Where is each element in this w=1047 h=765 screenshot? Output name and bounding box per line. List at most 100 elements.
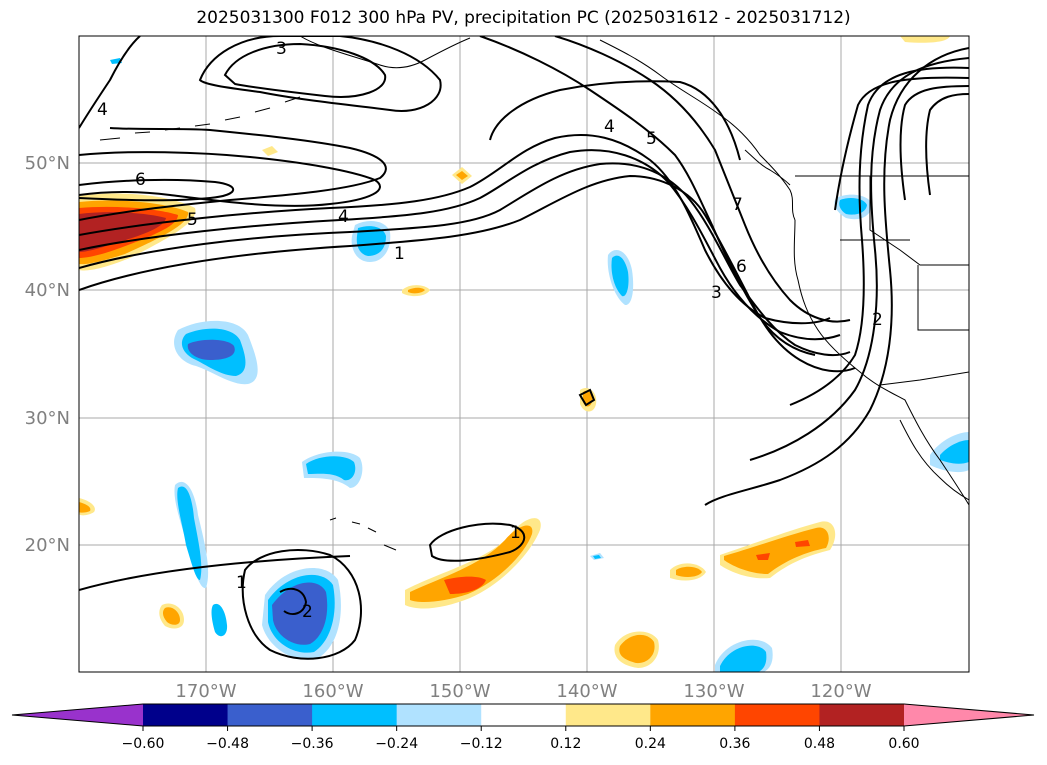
pv-contour-line (79, 36, 141, 129)
precip-negative-region (211, 603, 228, 637)
contour-label: 2 (872, 310, 883, 330)
colorbar-tick-label: 0.36 (719, 736, 750, 752)
lat-label: 20°N (25, 535, 70, 556)
state-border (917, 265, 969, 331)
colorbar-tick-label: 0.48 (804, 736, 835, 752)
contour-label: 3 (711, 283, 722, 303)
pv-contour-line (925, 93, 969, 196)
pv-contour-line (479, 36, 816, 356)
contour-label: 1 (510, 523, 521, 543)
colorbar-segment (819, 704, 905, 726)
contour-label: 4 (604, 117, 615, 137)
colorbar-extend-min (12, 704, 143, 726)
pv-contour-line (241, 549, 362, 660)
precip-negative-region (611, 255, 629, 297)
colorbar-segment (227, 704, 313, 726)
pv-contour-line (489, 80, 741, 161)
pv-contour-line (79, 127, 387, 221)
lon-label: 160°W (302, 681, 363, 702)
precip-negative-region (593, 555, 601, 559)
pv-contour-line (79, 133, 831, 325)
pv-contour-line (198, 36, 442, 112)
colorbar-segment (143, 704, 229, 726)
precip-positive-region (410, 525, 533, 602)
colorbar-segment (565, 704, 651, 726)
colorbar-tick-label: 0.60 (888, 736, 919, 752)
pv-contour-line (223, 42, 387, 98)
latitude-labels: 50°N 40°N 30°N 20°N (25, 153, 70, 556)
precip-positive-region (676, 566, 702, 577)
baja-coastline (899, 419, 969, 501)
precip-positive-region (619, 634, 655, 664)
colorbar-segment (481, 704, 567, 726)
map-title: 2025031300 F012 300 hPa PV, precipitatio… (196, 8, 851, 28)
contour-label: 2 (302, 602, 313, 622)
colorbar-tick-label: 0.12 (550, 736, 581, 752)
colorbar-extend-max (904, 704, 1034, 726)
lon-label: 130°W (683, 681, 744, 702)
pv-contour-line (79, 151, 381, 207)
colorbar-segment (312, 704, 398, 726)
contour-label: 3 (276, 39, 287, 59)
precip-positive-region (795, 540, 810, 547)
contour-label: 6 (736, 257, 747, 277)
colorbar-tick-label: −0.60 (122, 736, 165, 752)
lon-label: 170°W (175, 681, 236, 702)
vancouver-island (744, 149, 791, 186)
pv-contour-line (704, 47, 969, 506)
precip-positive-region (162, 607, 180, 625)
pv-contour-line (554, 36, 851, 323)
us-west-coastline (793, 219, 969, 506)
lon-label: 140°W (556, 681, 617, 702)
precip-positive-region (79, 212, 166, 252)
contour-label: 1 (236, 573, 247, 593)
contour-labels: 3 4 6 5 4 1 4 5 7 6 3 2 1 2 1 (97, 39, 883, 622)
pv-contour-line (428, 522, 526, 562)
lat-label: 50°N (25, 153, 70, 174)
state-border (869, 176, 969, 266)
pv-contour-line (749, 57, 969, 461)
contour-label: 7 (732, 195, 743, 215)
precip-positive-region (456, 171, 468, 180)
precip-positive-region (724, 527, 829, 574)
coastlines (99, 36, 969, 551)
contour-label: 5 (187, 210, 198, 230)
precip-negative-region (720, 645, 767, 672)
colorbar-segment (396, 704, 482, 726)
contour-label: 6 (135, 170, 146, 190)
precip-positive-region (408, 287, 425, 294)
precip-negative-region (306, 456, 356, 481)
pv-contour-line (279, 587, 308, 615)
precip-negative-region (272, 582, 328, 645)
alaska-panhandle-coastline (599, 39, 796, 221)
precip-negative-region (187, 339, 235, 360)
colorbar-tick-label: 0.24 (635, 736, 666, 752)
colorbar-tick-label: −0.36 (291, 736, 334, 752)
contour-label: 4 (338, 207, 349, 227)
pv-contour-line (834, 76, 969, 211)
longitude-labels: 170°W 160°W 150°W 140°W 130°W 120°W (175, 681, 871, 702)
colorbar-segment (734, 704, 820, 726)
precip-negative-region (177, 486, 202, 580)
mexico-border (879, 371, 969, 386)
colorbar-tick-label: −0.48 (206, 736, 249, 752)
colorbar: −0.60 −0.48 −0.36 −0.24 −0.12 0.12 0.24 0.36 0.4… (11, 703, 1035, 752)
pv-contour-line (79, 174, 856, 373)
lat-label: 30°N (25, 408, 70, 429)
precip-negative-region (356, 226, 386, 256)
lat-label: 40°N (25, 280, 70, 301)
colorbar-tick-label: −0.24 (375, 736, 418, 752)
contour-label: 1 (394, 244, 405, 264)
pv-contours (79, 36, 969, 660)
pv-contour-line (899, 85, 969, 201)
pv-contour-line (578, 388, 596, 407)
precip-positive-region (444, 576, 486, 594)
lon-label: 120°W (810, 681, 871, 702)
colorbar-segment (650, 704, 736, 726)
precip-positive-region (900, 36, 950, 43)
contour-label: 4 (97, 100, 108, 120)
map-frame (78, 35, 970, 673)
precip-positive-region (756, 553, 770, 560)
colorbar-tick-label: −0.12 (460, 736, 503, 752)
